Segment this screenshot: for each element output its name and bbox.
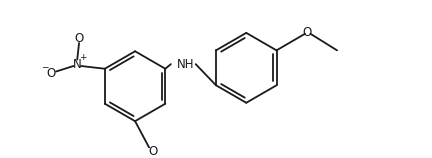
- Text: O: O: [302, 26, 311, 39]
- Text: −: −: [41, 62, 49, 71]
- Text: O: O: [74, 32, 84, 45]
- Text: NH: NH: [177, 58, 195, 71]
- Text: O: O: [47, 67, 56, 80]
- Text: O: O: [148, 145, 157, 158]
- Text: +: +: [79, 53, 86, 62]
- Text: N: N: [73, 58, 82, 71]
